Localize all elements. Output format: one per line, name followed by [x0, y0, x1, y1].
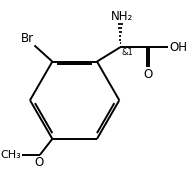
Text: NH₂: NH₂ [111, 10, 133, 23]
Text: CH₃: CH₃ [0, 150, 21, 160]
Text: O: O [35, 156, 44, 169]
Text: O: O [144, 68, 153, 81]
Text: &1: &1 [121, 48, 133, 57]
Text: Br: Br [20, 32, 34, 45]
Text: OH: OH [169, 41, 187, 54]
